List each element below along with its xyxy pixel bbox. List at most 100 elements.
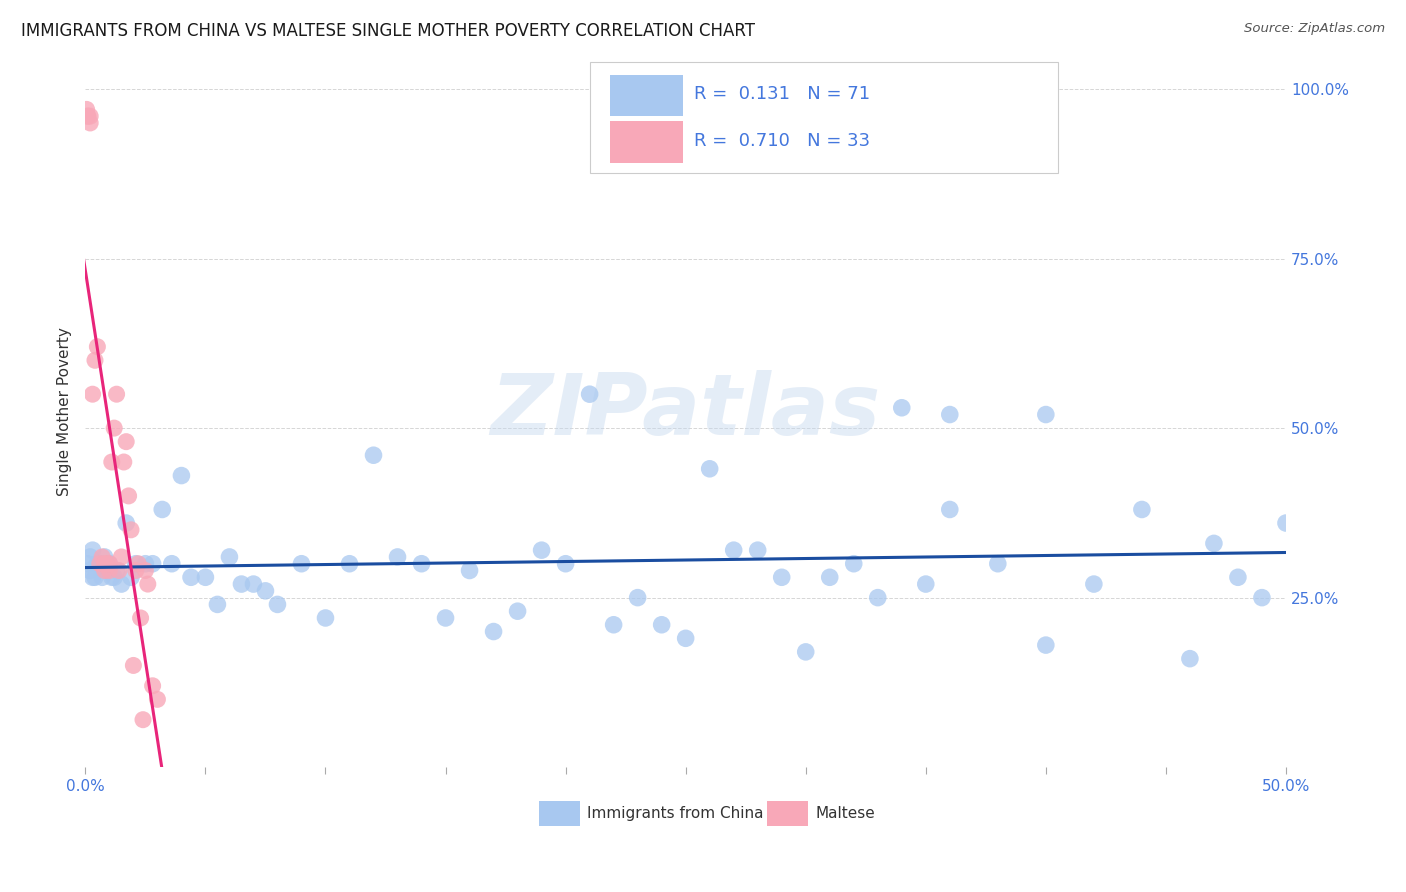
Point xyxy=(79,116,101,130)
Point xyxy=(170,468,193,483)
Point xyxy=(96,557,118,571)
Point xyxy=(554,557,576,571)
Point xyxy=(89,557,111,571)
Text: Maltese: Maltese xyxy=(815,806,875,821)
Point xyxy=(747,543,769,558)
Point xyxy=(254,583,277,598)
FancyBboxPatch shape xyxy=(768,801,808,825)
Point xyxy=(1226,570,1249,584)
Point xyxy=(218,549,240,564)
Point xyxy=(434,611,457,625)
Text: R =  0.710   N = 33: R = 0.710 N = 33 xyxy=(695,132,870,150)
Point xyxy=(939,408,962,422)
Point xyxy=(1130,502,1153,516)
Point xyxy=(770,570,793,584)
Point xyxy=(1202,536,1225,550)
FancyBboxPatch shape xyxy=(538,801,581,825)
Point xyxy=(86,557,108,571)
Point xyxy=(866,591,889,605)
Point xyxy=(150,502,173,516)
Point xyxy=(207,598,229,612)
Text: Immigrants from China: Immigrants from China xyxy=(588,806,763,821)
Point xyxy=(134,564,156,578)
Point xyxy=(98,564,121,578)
Point xyxy=(86,340,108,354)
Point xyxy=(82,387,104,401)
Point xyxy=(578,387,600,401)
Point xyxy=(120,523,142,537)
Point xyxy=(79,564,101,578)
Point xyxy=(105,387,128,401)
Point xyxy=(1178,651,1201,665)
Point xyxy=(91,570,114,584)
Point xyxy=(120,570,142,584)
Point xyxy=(115,516,138,530)
Text: ZIPatlas: ZIPatlas xyxy=(491,369,880,452)
Point xyxy=(723,543,745,558)
Point xyxy=(82,570,104,584)
Point xyxy=(242,577,264,591)
Point xyxy=(146,692,169,706)
Point xyxy=(93,557,115,571)
Point xyxy=(108,564,131,578)
Point xyxy=(530,543,553,558)
Point xyxy=(1083,577,1105,591)
Point xyxy=(98,557,121,571)
Point xyxy=(506,604,529,618)
Point xyxy=(890,401,912,415)
Point xyxy=(101,570,124,584)
Point xyxy=(194,570,217,584)
Point xyxy=(134,557,156,571)
Point xyxy=(458,564,481,578)
Point xyxy=(132,713,155,727)
Point xyxy=(110,549,132,564)
Point xyxy=(79,549,101,564)
Point xyxy=(363,448,385,462)
Point xyxy=(266,598,288,612)
Point xyxy=(231,577,253,591)
Point xyxy=(82,543,104,558)
Point xyxy=(76,109,98,123)
Point xyxy=(842,557,865,571)
Text: IMMIGRANTS FROM CHINA VS MALTESE SINGLE MOTHER POVERTY CORRELATION CHART: IMMIGRANTS FROM CHINA VS MALTESE SINGLE … xyxy=(21,22,755,40)
Point xyxy=(411,557,433,571)
Point xyxy=(84,570,107,584)
Point xyxy=(91,549,114,564)
Point xyxy=(482,624,505,639)
Text: Source: ZipAtlas.com: Source: ZipAtlas.com xyxy=(1244,22,1385,36)
Point xyxy=(129,611,152,625)
Point xyxy=(627,591,650,605)
Point xyxy=(79,109,101,123)
Point xyxy=(101,455,124,469)
Point xyxy=(794,645,817,659)
FancyBboxPatch shape xyxy=(610,75,683,116)
Point xyxy=(987,557,1010,571)
Point xyxy=(142,679,165,693)
Point xyxy=(387,549,409,564)
Point xyxy=(1035,408,1057,422)
Point xyxy=(142,557,165,571)
Point xyxy=(125,557,148,571)
Point xyxy=(115,434,138,449)
Point xyxy=(180,570,202,584)
Point xyxy=(1275,516,1298,530)
Point xyxy=(96,564,118,578)
Point xyxy=(914,577,936,591)
Point xyxy=(160,557,183,571)
Point xyxy=(76,557,98,571)
Point xyxy=(1251,591,1274,605)
Point xyxy=(84,353,107,368)
Point xyxy=(339,557,361,571)
Point xyxy=(76,103,98,117)
Point xyxy=(103,570,125,584)
Point xyxy=(136,577,159,591)
Point xyxy=(76,109,98,123)
Y-axis label: Single Mother Poverty: Single Mother Poverty xyxy=(58,326,72,496)
Point xyxy=(105,564,128,578)
Point xyxy=(110,577,132,591)
Point xyxy=(112,455,135,469)
Point xyxy=(89,557,111,571)
Point xyxy=(290,557,312,571)
Point xyxy=(939,502,962,516)
Point xyxy=(651,617,673,632)
